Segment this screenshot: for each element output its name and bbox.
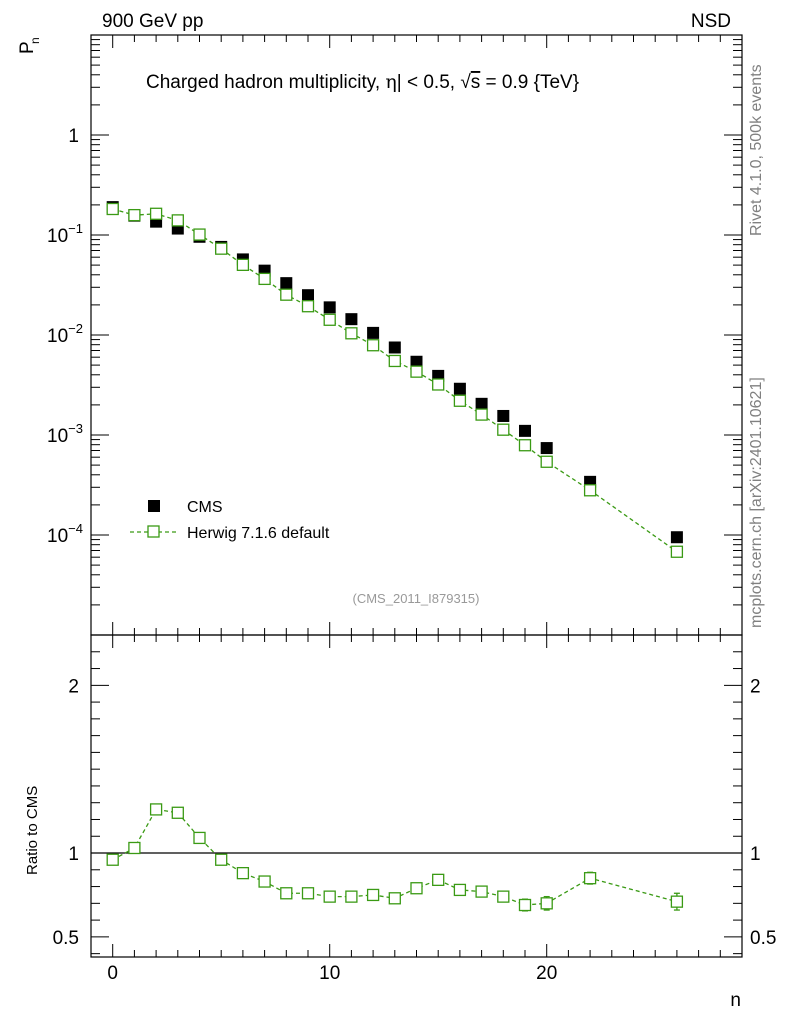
- cms-point: [540, 442, 553, 455]
- herwig-point: [453, 394, 467, 407]
- cms-point: [345, 313, 358, 326]
- ratio-herwig-point: [236, 866, 250, 880]
- main-ylabel: P: [17, 41, 38, 54]
- cms-point: [497, 409, 510, 422]
- legend-herwig-marker: [147, 525, 160, 538]
- y-tick-label: 10−1: [47, 221, 83, 247]
- x-tick-label: 20: [536, 963, 557, 984]
- x-tick-label: 0: [107, 963, 118, 984]
- ratio-herwig-point: [106, 853, 119, 866]
- herwig-point: [128, 208, 141, 222]
- ratio-herwig-point: [475, 885, 488, 898]
- herwig-point: [193, 228, 206, 241]
- ratio-herwig-point: [171, 806, 184, 819]
- legend: CMS Herwig 7.1.6 default: [130, 499, 330, 542]
- cms-point: [367, 326, 380, 339]
- herwig-point: [540, 455, 553, 468]
- ratio-herwig-point: [497, 890, 510, 903]
- ratio-herwig-point: [193, 831, 206, 845]
- ratio-y-tick-label-right: 2: [750, 676, 761, 697]
- herwig-point: [345, 327, 358, 340]
- ratio-frame: [90, 634, 743, 958]
- y-tick-label: 1: [68, 126, 79, 147]
- ratio-y-tick-label: 2: [68, 676, 79, 697]
- ratio-herwig-point: [280, 887, 293, 900]
- ratio-herwig-point: [258, 875, 271, 888]
- cms-point: [410, 355, 423, 368]
- cms-point: [519, 424, 531, 437]
- main-title: Charged hadron multiplicity, η| < 0.5, √…: [146, 71, 579, 93]
- cms-point: [302, 289, 314, 302]
- herwig-point: [323, 313, 336, 326]
- legend-herwig-label: Herwig 7.1.6 default: [187, 525, 330, 542]
- cms-point: [323, 301, 336, 314]
- ratio-ylabel: Ratio to CMS: [24, 786, 41, 875]
- main-frame: [90, 34, 743, 636]
- mcplots-label: mcplots.cern.ch [arXiv:2401.10621]: [748, 377, 765, 628]
- herwig-point: [670, 545, 684, 558]
- ratio-herwig-point: [670, 895, 684, 908]
- y-tick-label: 10−4: [47, 521, 83, 547]
- x-tick-label: 10: [319, 963, 340, 984]
- herwig-point: [236, 258, 250, 271]
- legend-cms-marker: [148, 500, 160, 512]
- ratio-herwig-point: [128, 841, 141, 855]
- ratio-herwig-point: [215, 853, 228, 866]
- ratio-y-tick-label-right: 1: [750, 844, 761, 865]
- herwig-point: [149, 207, 163, 220]
- ratio-herwig-point: [323, 890, 336, 903]
- cms-point: [388, 341, 401, 354]
- cms-point: [453, 382, 466, 395]
- legend-cms-label: CMS: [187, 499, 223, 516]
- herwig-point: [258, 272, 271, 286]
- herwig-point: [215, 242, 228, 255]
- ratio-y-tick-label: 1: [68, 844, 79, 865]
- ratio-herwig-point: [366, 888, 380, 902]
- ratio-herwig-point: [453, 883, 467, 897]
- herwig-point: [497, 423, 510, 436]
- ratio-y-tick-label-right: 0.5: [750, 928, 776, 949]
- ratio-herwig-point: [345, 890, 358, 903]
- ratio-y-tick-label: 0.5: [53, 928, 79, 949]
- ratio-herwig-point: [410, 882, 423, 895]
- ratio-herwig-point: [388, 892, 401, 905]
- y-tick-label: 10−3: [47, 421, 83, 447]
- herwig-point: [171, 214, 184, 227]
- herwig-point: [583, 484, 597, 497]
- herwig-point: [366, 339, 380, 352]
- herwig-point: [280, 288, 293, 301]
- ratio-herwig-point: [301, 887, 315, 900]
- ratio-herwig-point: [583, 872, 597, 885]
- cms-point: [670, 531, 683, 544]
- herwig-point: [432, 378, 445, 391]
- ratio-herwig-point: [432, 873, 445, 887]
- herwig-point: [475, 408, 488, 421]
- main-ylabel-sub: n: [28, 37, 42, 44]
- y-tick-label: 10−2: [47, 321, 83, 347]
- main-plot: 1 10−1 10−2 10−3 10−4: [47, 34, 743, 957]
- rivet-label: Rivet 4.1.0, 500k events: [748, 64, 765, 236]
- ratio-herwig-point: [540, 897, 553, 910]
- cms-point: [280, 277, 293, 290]
- herwig-point: [301, 300, 315, 313]
- header-left: 900 GeV pp: [102, 11, 203, 32]
- cms-point: [475, 397, 488, 410]
- analysis-reference: (CMS_2011_I879315): [353, 591, 480, 606]
- herwig-point: [388, 354, 401, 368]
- herwig-point: [410, 365, 423, 378]
- herwig-point: [106, 202, 119, 216]
- herwig-point: [518, 439, 532, 452]
- x-axis-label: n: [730, 990, 741, 1011]
- ratio-plot: 0 10 20 0.5 0.5 1 1 2 2: [53, 634, 776, 984]
- ratio-herwig-line: [112, 808, 678, 906]
- header-right: NSD: [691, 11, 731, 32]
- ratio-herwig-point: [149, 803, 163, 816]
- ratio-herwig-point: [518, 898, 532, 912]
